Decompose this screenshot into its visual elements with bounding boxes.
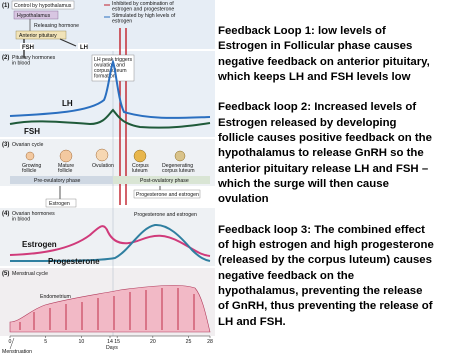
text-line: Estrogen released by developing xyxy=(218,116,397,129)
label-box xyxy=(11,0,75,10)
paragraph: Feedback loop 2: Increased levels of Estr… xyxy=(218,100,434,207)
estrogen-curve xyxy=(9,225,211,257)
day-label: 5 xyxy=(44,339,47,345)
menstrual-cycle-figure: (1) Control by hypothalamus Hypothalamus… xyxy=(0,0,215,355)
panel-title: in blood xyxy=(12,217,30,223)
label-box xyxy=(45,198,77,208)
corpus-luteum xyxy=(133,149,147,163)
pointer xyxy=(9,337,15,350)
lh-label: LH xyxy=(80,45,88,51)
legend-text: estrogen and progesterone xyxy=(112,7,174,13)
text-line: (released by the corpus luteum) causes xyxy=(218,254,432,267)
paragraph: Feedback Loop 1: low levels of Estrogen i… xyxy=(218,24,434,85)
stage-label: Degenerating xyxy=(162,163,193,169)
label-box xyxy=(20,43,34,50)
text-line: LH and FSH. xyxy=(218,315,286,328)
text-line: Estrogen in Follicular phase causes xyxy=(218,40,413,53)
legend-text: Inhibited by combination of xyxy=(112,1,174,7)
estrogen-label: Estrogen xyxy=(22,240,57,249)
day-label: 25 xyxy=(186,339,192,345)
day-label: 20 xyxy=(150,339,156,345)
pituitary-box xyxy=(15,30,67,40)
stage-label: Corpus xyxy=(132,163,149,169)
label-box xyxy=(78,43,88,50)
lh-curve-label: LH xyxy=(62,99,73,108)
panel-title: Control by hypothalamus xyxy=(14,3,72,9)
legend-text: estrogen xyxy=(112,19,132,25)
phase-label: Pre-ovulatory phase xyxy=(34,178,81,184)
text-line: negative feedback on the xyxy=(218,269,355,282)
releasing-label: Releasing hormone xyxy=(34,23,79,29)
pituitary-label: Anterior pituitary xyxy=(19,33,57,39)
legend-text: Stimulated by high levels of xyxy=(112,13,176,19)
hypothalamus-label: Hypothalamus xyxy=(17,13,51,19)
stage-label: follicle xyxy=(22,168,37,174)
ovulation xyxy=(95,148,109,162)
corpus-luteum xyxy=(174,150,186,162)
label-box xyxy=(133,189,201,199)
stage-label: luteum xyxy=(132,168,148,174)
panel-number: (2) xyxy=(2,55,9,61)
menstruation-label: Menstruation xyxy=(2,349,32,355)
text-line: of high estrogen and high progesterone xyxy=(218,239,434,252)
progesterone-label: Progesterone xyxy=(48,257,100,266)
axis-title: Days xyxy=(106,345,118,351)
note-text: ovulation and xyxy=(94,63,125,69)
hormone-label: Progesterone and estrogen xyxy=(136,192,199,198)
blood-vessels xyxy=(19,288,195,330)
follicle xyxy=(25,151,35,161)
explanation-text: Feedback Loop 1: low levels of Estrogen i… xyxy=(218,24,434,345)
text-line: which the surge will then cause xyxy=(218,177,389,190)
stage-label: follicle xyxy=(58,168,73,174)
phase-bar xyxy=(113,176,210,184)
day-label: 14 xyxy=(107,339,113,345)
paragraph: Feedback loop 3: The combined effect of h… xyxy=(218,223,434,330)
text-line: Feedback loop 3: The combined effect xyxy=(218,223,425,236)
progesterone-curve xyxy=(9,223,211,262)
text-line: hypothalamus, preventing the release xyxy=(218,285,423,298)
panel-number: (4) xyxy=(2,211,9,217)
text-line: follicle causes positive feedback on the xyxy=(218,132,432,145)
phase-bar xyxy=(10,176,113,184)
lh-curve xyxy=(9,59,211,119)
text-line: of GnRH, thus preventing the release of xyxy=(218,300,433,313)
day-label: 28 xyxy=(207,339,213,345)
note-text: formation xyxy=(94,74,116,80)
stage-label: Growing xyxy=(22,163,41,169)
hormone-label: Estrogen xyxy=(49,201,70,207)
endometrium-label: Endometrium xyxy=(40,294,71,300)
panel-title: in blood xyxy=(12,61,30,67)
arrow xyxy=(59,38,77,47)
panel-title: Ovarian hormones xyxy=(12,211,55,217)
fsh-label: FSH xyxy=(22,45,34,51)
hormone-label: Progesterone and estrogen xyxy=(134,212,197,218)
text-line: ovulation xyxy=(218,193,269,206)
stage-label: Ovulation xyxy=(92,163,114,169)
phase-label: Post-ovulatory phase xyxy=(140,178,189,184)
hypothalamus-box xyxy=(13,10,59,20)
text-line: which keeps LH and FSH levels low xyxy=(218,70,411,83)
day-label: 15 xyxy=(114,339,120,345)
text-line: anterior pituitary release LH and FSH – xyxy=(218,162,429,175)
panel-title: Ovarian cycle xyxy=(12,142,44,148)
panel-title: Pituitary hormones xyxy=(12,55,56,61)
fsh-curve-label: FSH xyxy=(24,127,40,136)
day-label: 0 xyxy=(9,339,12,345)
text-line: negative feedback on anterior pituitary, xyxy=(218,55,430,68)
text-line: Feedback loop 2: Increased levels of xyxy=(218,101,417,114)
day-label: 10 xyxy=(79,339,85,345)
panel-number: (1) xyxy=(2,3,9,9)
follicle xyxy=(59,149,73,163)
text-line: Feedback Loop 1: low levels of xyxy=(218,25,386,37)
panel-number: (3) xyxy=(2,142,9,148)
text-line: hypothalamus to release GnRH so the xyxy=(218,147,424,160)
stage-label: Mature xyxy=(58,163,74,169)
panel-title: Menstrual cycle xyxy=(12,271,48,277)
panel-number: (5) xyxy=(2,271,9,277)
endometrium xyxy=(9,285,211,333)
stage-label: corpus luteum xyxy=(162,168,195,174)
fsh-curve xyxy=(9,108,211,129)
